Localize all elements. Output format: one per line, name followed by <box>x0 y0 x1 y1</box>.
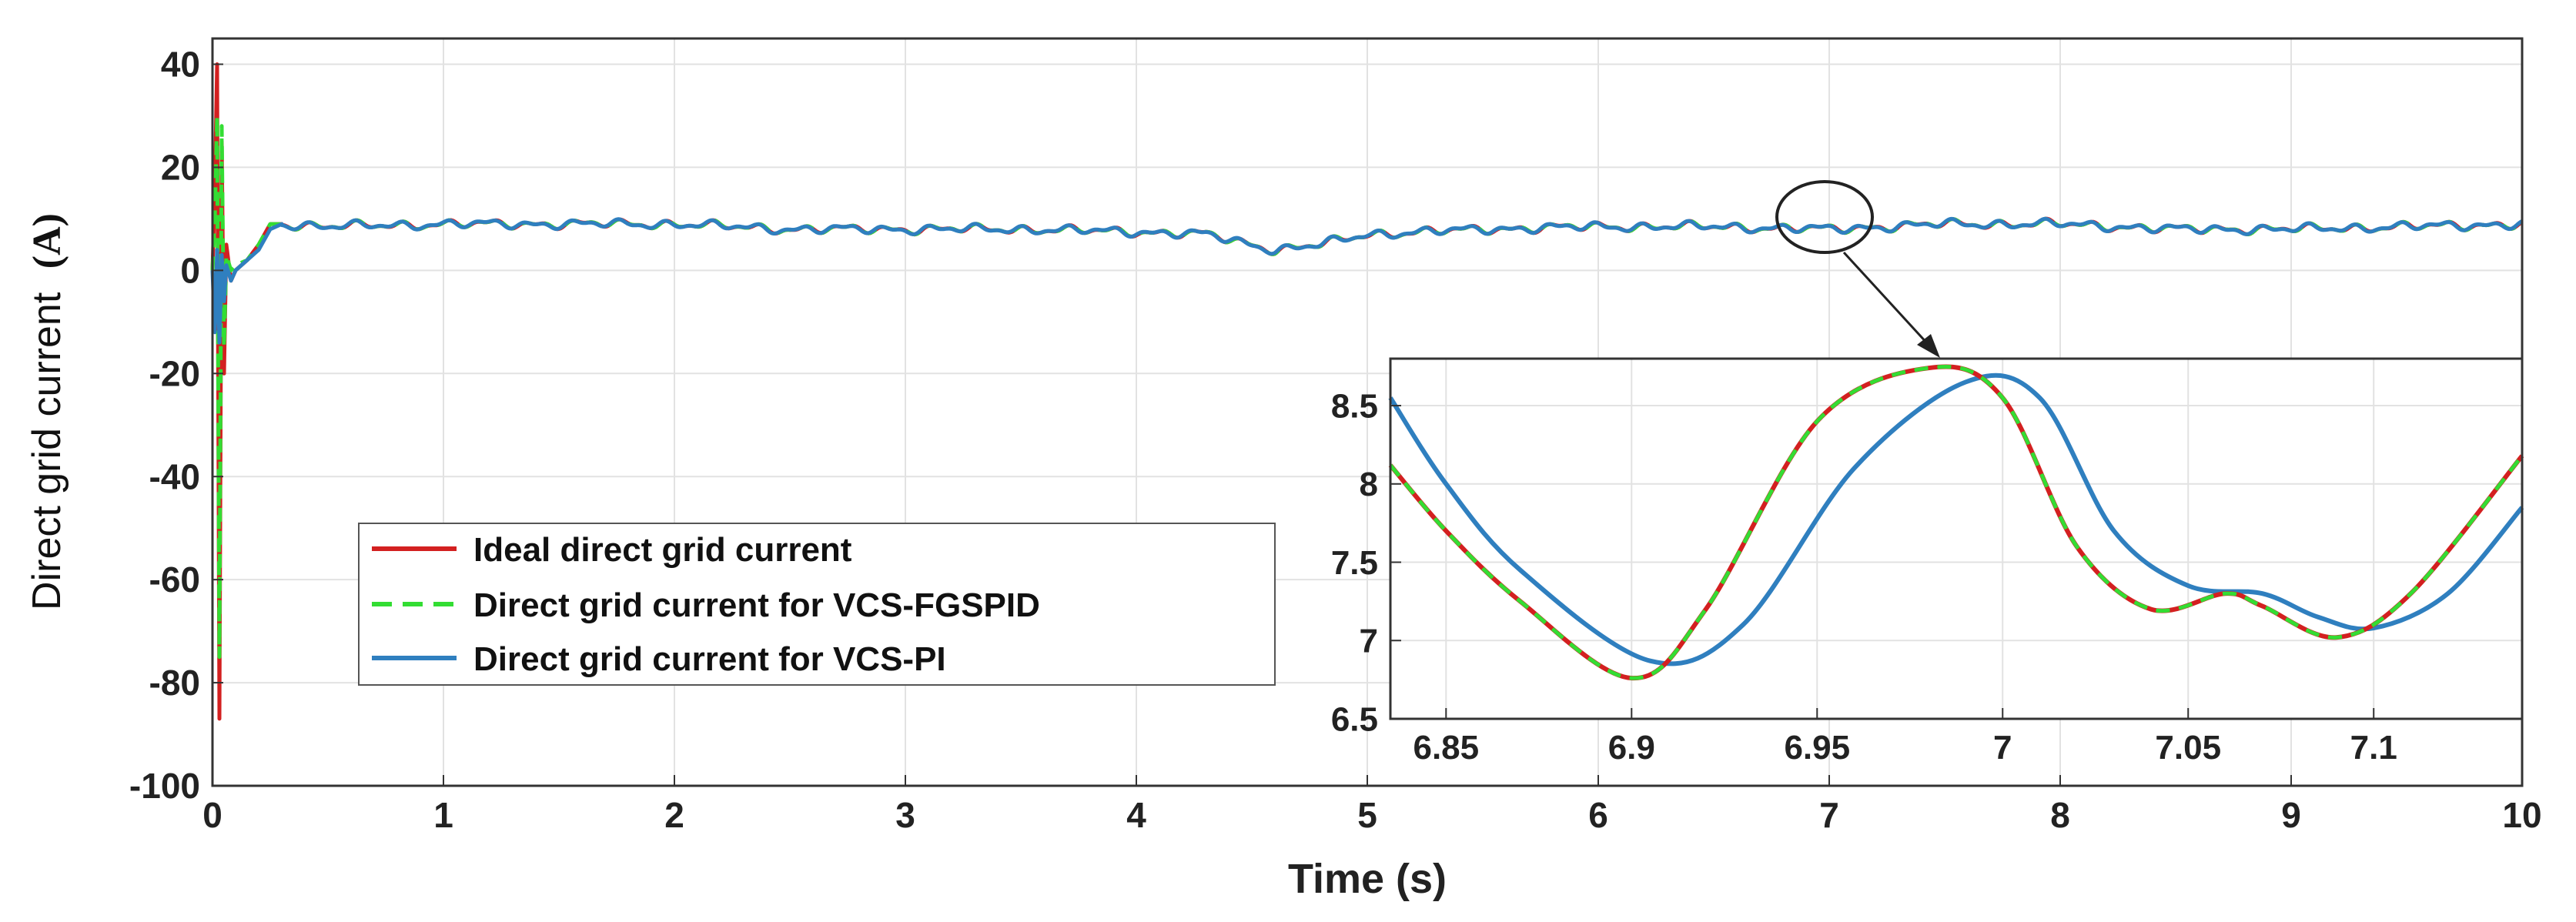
zoom-arrowhead <box>1917 334 1940 358</box>
zoom-arrow-line <box>1842 251 1930 346</box>
main-x-tick-label: 8 <box>2050 795 2070 835</box>
main-x-tick-label: 2 <box>664 795 684 835</box>
main-y-tick-label: 20 <box>161 148 200 188</box>
main-y-tick-label: -60 <box>149 560 200 600</box>
main-y-tick-label: -80 <box>149 663 200 703</box>
inset-plot-area <box>1388 364 2524 681</box>
legend-label-fgspid: Direct grid current for VCS-FGSPID <box>473 586 1040 624</box>
legend-label-ideal: Ideal direct grid current <box>473 531 852 569</box>
main-x-tick-label: 9 <box>2281 795 2301 835</box>
inset-y-tick-label: 8.5 <box>1331 387 1378 425</box>
y-axis-label-group: Direct grid current (A) <box>25 213 69 610</box>
inset-series-fgspid <box>1389 365 2524 680</box>
inset-x-tick-label: 6.95 <box>1784 729 1850 767</box>
main-x-tick-label: 4 <box>1126 795 1146 835</box>
main-y-tick-label: 0 <box>180 250 200 290</box>
inset-x-tick-label: 6.9 <box>1608 729 1655 767</box>
y-axis-unit: (A) <box>25 213 69 269</box>
main-x-tick-label: 5 <box>1357 795 1377 835</box>
inset-x-ticks: 6.85 6.9 6.95 7 7.05 7.1 <box>1413 708 2397 767</box>
inset-axes-frame <box>1389 357 2524 720</box>
main-x-tick-label: 1 <box>433 795 453 835</box>
inset-y-tick-label: 7.5 <box>1331 544 1378 582</box>
main-x-tick-label: 10 <box>2502 795 2541 835</box>
main-y-tick-label: -40 <box>149 456 200 496</box>
inset-background <box>1390 359 2522 719</box>
legend: Ideal direct grid current Direct grid cu… <box>358 523 1276 686</box>
inset-x-tick-label: 7 <box>1993 729 2012 767</box>
inset-x-tick-label: 7.1 <box>2350 729 2397 767</box>
legend-box <box>358 523 1276 686</box>
main-y-ticks: 40 20 0 -20 -40 -60 -80 -100 <box>129 45 223 806</box>
svg-text:Direct grid current (A: Direct grid current (A) <box>25 213 69 610</box>
main-x-ticks: 0 1 2 3 4 5 6 7 8 9 10 <box>202 775 2542 835</box>
inset-chart: 6.85 6.9 6.95 7 7.05 7.1 8.5 8 7.5 7 6.5 <box>1331 357 2524 767</box>
main-y-tick-label: 40 <box>161 45 200 85</box>
inset-y-tick-label: 7 <box>1360 623 1378 660</box>
main-x-tick-label: 6 <box>1588 795 1608 835</box>
main-plot-area <box>210 62 2524 721</box>
inset-y-tick-label: 6.5 <box>1331 700 1378 738</box>
main-series-pi <box>210 216 2524 345</box>
main-y-tick-label: -100 <box>129 766 200 806</box>
inset-x-tick-label: 6.85 <box>1413 729 1479 767</box>
main-y-tick-label: -20 <box>149 353 200 393</box>
inset-y-ticks: 8.5 8 7.5 7 6.5 <box>1331 387 1401 738</box>
legend-label-pi: Direct grid current for VCS-PI <box>473 640 946 678</box>
y-axis-label: Direct grid current <box>25 292 69 610</box>
main-x-tick-label: 0 <box>202 795 222 835</box>
main-x-tick-label: 7 <box>1819 795 1839 835</box>
zoom-region-ellipse <box>1775 180 1874 254</box>
main-x-tick-label: 3 <box>895 795 915 835</box>
inset-series-pi <box>1388 372 2524 666</box>
inset-y-tick-label: 8 <box>1360 466 1378 503</box>
x-axis-label: Time (s) <box>1288 856 1447 902</box>
inset-x-tick-label: 7.05 <box>2155 729 2221 767</box>
